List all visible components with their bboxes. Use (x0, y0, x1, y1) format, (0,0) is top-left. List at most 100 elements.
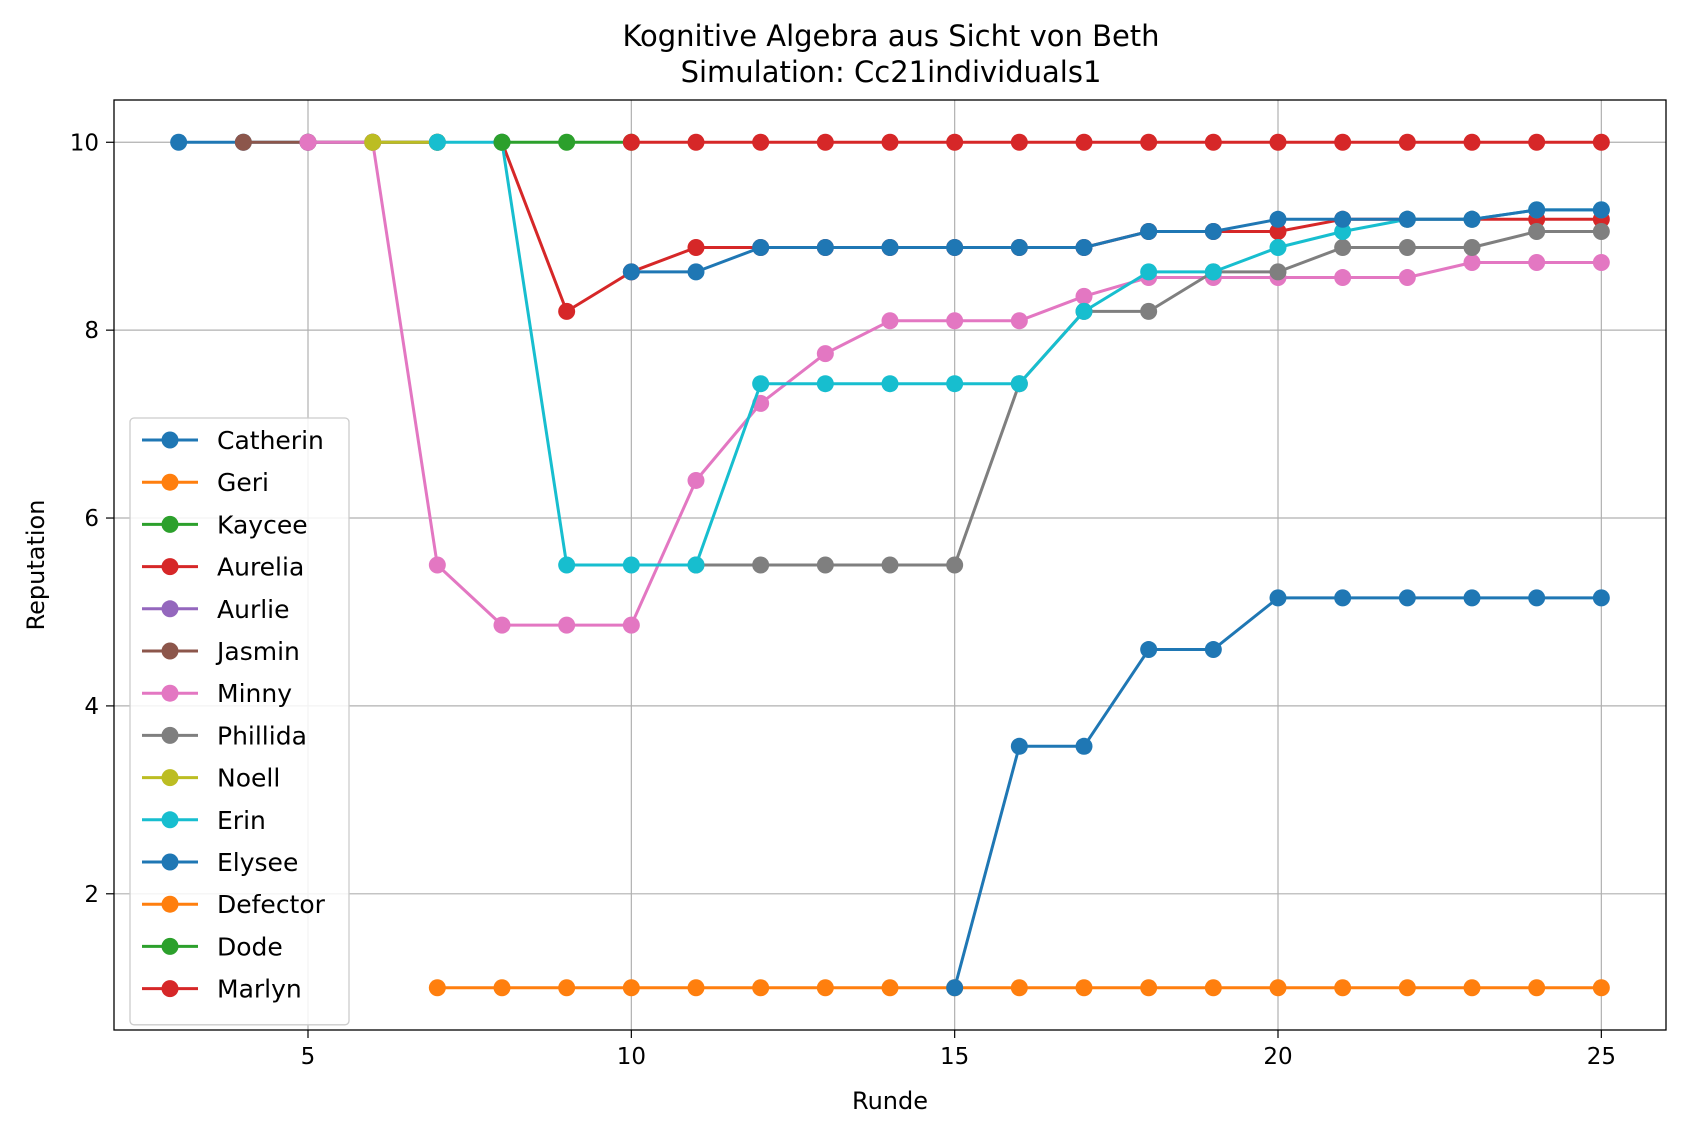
y-axis-label: Reputation (22, 500, 50, 631)
data-point (1528, 223, 1546, 241)
data-point (1269, 133, 1287, 151)
data-point (170, 133, 188, 151)
x-tick-label: 25 (1587, 1044, 1616, 1070)
data-point (1140, 979, 1158, 997)
data-point (1010, 238, 1028, 256)
legend-swatch-marker (161, 853, 179, 871)
data-point (1140, 223, 1158, 241)
data-point (816, 133, 834, 151)
data-point (946, 375, 964, 393)
data-point (816, 556, 834, 574)
data-point (752, 556, 770, 574)
legend-entry-geri: Geri (142, 468, 269, 497)
legend-entry-aurelia: Aurelia (142, 553, 304, 582)
data-point (881, 375, 899, 393)
legend-label: Noell (217, 764, 280, 793)
data-point (1075, 979, 1093, 997)
data-point (622, 616, 640, 634)
data-point (493, 133, 511, 151)
data-point (1204, 133, 1222, 151)
data-point (816, 375, 834, 393)
legend: Catherin Geri Kaycee Aurelia Aurlie Jasmin Min… (129, 417, 350, 1026)
legend-swatch-marker (161, 895, 179, 913)
data-point (364, 133, 382, 151)
data-point (1592, 201, 1610, 219)
data-point (1334, 223, 1352, 241)
y-tick-label: 2 (84, 882, 99, 908)
data-point (428, 979, 446, 997)
data-point (428, 556, 446, 574)
legend-entry-kaycee: Kaycee (142, 510, 308, 539)
data-point (881, 238, 899, 256)
data-point (946, 979, 964, 997)
data-point (1334, 210, 1352, 228)
data-point (1528, 979, 1546, 997)
data-point (1269, 210, 1287, 228)
legend-label: Aurlie (217, 595, 290, 624)
data-point (1592, 589, 1610, 607)
data-point (687, 556, 705, 574)
legend-label: Kaycee (217, 510, 308, 539)
data-point (1463, 133, 1481, 151)
legend-label: Catherin (217, 426, 324, 455)
data-point (687, 263, 705, 281)
x-tick-label: 5 (301, 1044, 316, 1070)
plot-frame (113, 99, 1667, 1031)
data-point (1010, 979, 1028, 997)
data-point (1528, 254, 1546, 272)
data-point (946, 312, 964, 330)
data-point (881, 133, 899, 151)
legend-swatch-marker (161, 684, 179, 702)
series-layer (170, 133, 1610, 997)
data-point (752, 133, 770, 151)
legend-entry-minny: Minny (142, 679, 292, 708)
data-point (1398, 589, 1416, 607)
legend-swatch-marker (161, 515, 179, 533)
x-tick-label: 15 (940, 1044, 969, 1070)
legend-label: Phillida (217, 721, 307, 750)
data-point (1463, 254, 1481, 272)
data-point (1269, 589, 1287, 607)
y-tick-label: 6 (84, 506, 99, 532)
data-point (622, 263, 640, 281)
data-point (1334, 238, 1352, 256)
data-point (1398, 238, 1416, 256)
legend-entry-phillida: Phillida (142, 721, 307, 750)
data-point (558, 979, 576, 997)
data-point (946, 238, 964, 256)
data-point (1075, 737, 1093, 755)
legend-label: Marlyn (217, 975, 302, 1004)
legend-label: Jasmin (215, 637, 300, 666)
legend-swatch-marker (161, 811, 179, 829)
y-tick-label: 4 (84, 694, 99, 720)
data-point (1140, 641, 1158, 659)
chart-subtitle: Simulation: Cc21individuals1 (681, 55, 1102, 89)
data-point (881, 312, 899, 330)
data-point (1010, 737, 1028, 755)
data-point (1140, 302, 1158, 320)
x-tick-label: 20 (1263, 1044, 1292, 1070)
chart-title: Kognitive Algebra aus Sicht von Beth (622, 19, 1159, 53)
data-point (558, 556, 576, 574)
legend-swatch-marker (161, 980, 179, 998)
data-point (1463, 589, 1481, 607)
data-point (816, 979, 834, 997)
series-unlabeled (946, 589, 1610, 997)
legend-label: Elysee (217, 848, 298, 877)
data-point (493, 979, 511, 997)
data-point (1269, 223, 1287, 241)
legend-entry-erin: Erin (142, 806, 266, 835)
data-point (816, 345, 834, 363)
data-point (1463, 238, 1481, 256)
series-marlyn (622, 133, 1610, 151)
legend-entry-aurlie: Aurlie (142, 595, 290, 624)
series-defector (428, 979, 1610, 997)
data-point (558, 616, 576, 634)
legend-label: Geri (217, 468, 269, 497)
data-point (687, 471, 705, 489)
data-point (752, 375, 770, 393)
legend-swatch-marker (161, 558, 179, 576)
legend-label: Aurelia (217, 553, 304, 582)
y-tick-label: 8 (84, 318, 99, 344)
